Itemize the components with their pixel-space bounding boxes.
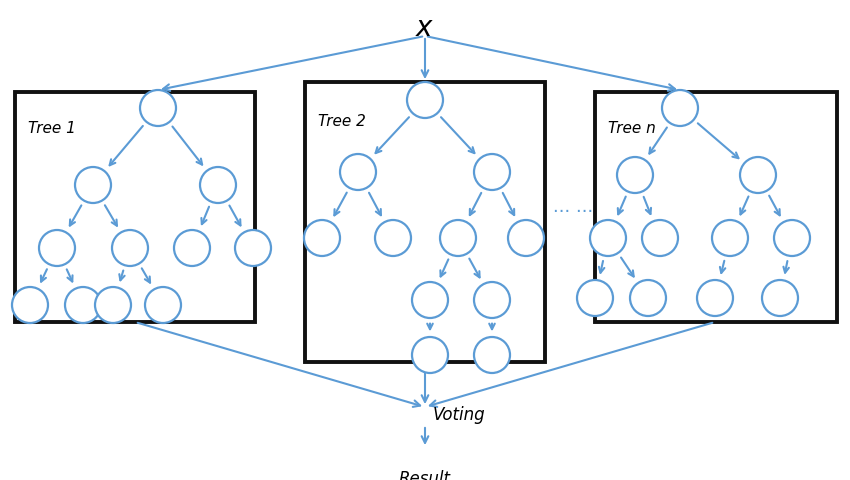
Text: ... ...: ... ... [552, 198, 593, 216]
Bar [305, 82, 545, 362]
Circle shape [304, 220, 340, 256]
Circle shape [65, 287, 101, 323]
Text: $\boldsymbol{\mathit{x}}$: $\boldsymbol{\mathit{x}}$ [416, 14, 434, 42]
Circle shape [740, 157, 776, 193]
Circle shape [412, 337, 448, 373]
Circle shape [412, 282, 448, 318]
Circle shape [340, 154, 376, 190]
Circle shape [440, 220, 476, 256]
Circle shape [75, 167, 111, 203]
Circle shape [200, 167, 236, 203]
Circle shape [712, 220, 748, 256]
Circle shape [774, 220, 810, 256]
Circle shape [39, 230, 75, 266]
Circle shape [474, 282, 510, 318]
Circle shape [662, 90, 698, 126]
Text: Tree 1: Tree 1 [28, 121, 76, 136]
Text: Result: Result [399, 470, 451, 480]
Circle shape [508, 220, 544, 256]
Circle shape [630, 280, 666, 316]
Circle shape [375, 220, 411, 256]
Circle shape [697, 280, 733, 316]
Circle shape [590, 220, 626, 256]
Circle shape [474, 154, 510, 190]
Circle shape [762, 280, 798, 316]
Circle shape [12, 287, 48, 323]
Circle shape [474, 337, 510, 373]
Text: Tree 2: Tree 2 [318, 114, 366, 129]
Text: Voting: Voting [433, 406, 485, 424]
Circle shape [577, 280, 613, 316]
Bar [595, 92, 837, 322]
Circle shape [140, 90, 176, 126]
Circle shape [407, 82, 443, 118]
Circle shape [617, 157, 653, 193]
Circle shape [95, 287, 131, 323]
Circle shape [642, 220, 678, 256]
Circle shape [174, 230, 210, 266]
Bar [15, 92, 255, 322]
Circle shape [145, 287, 181, 323]
Circle shape [235, 230, 271, 266]
Text: Tree n: Tree n [608, 121, 655, 136]
Circle shape [112, 230, 148, 266]
